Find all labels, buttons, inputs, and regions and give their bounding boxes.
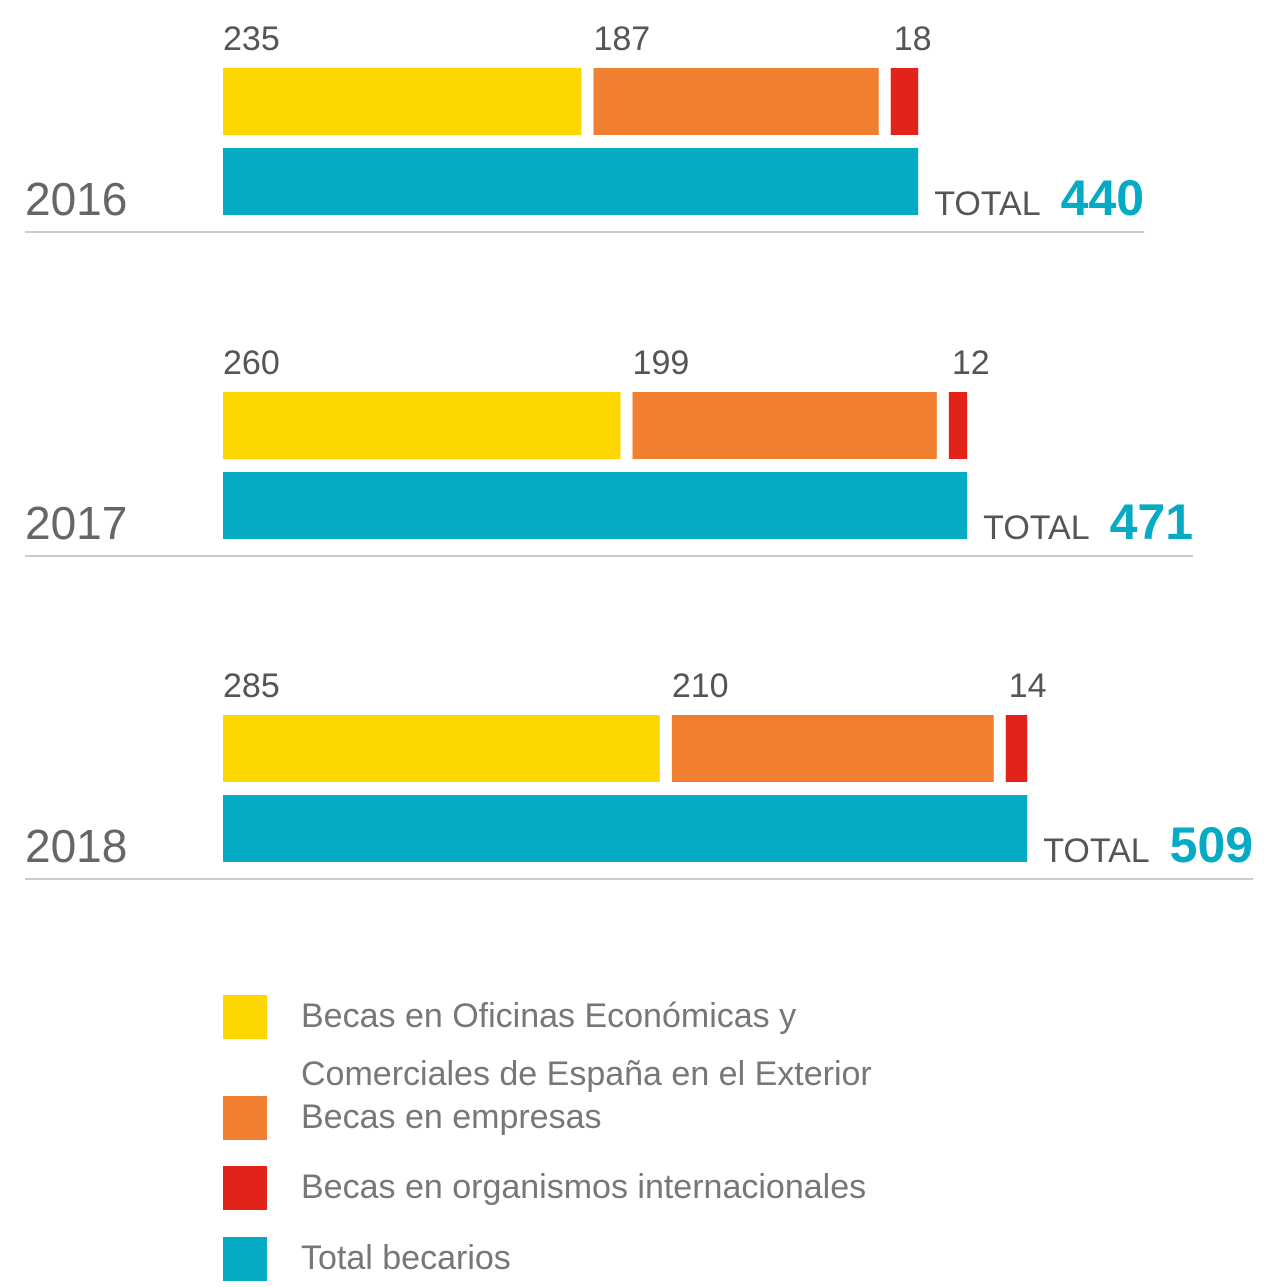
- legend-swatch: [223, 1237, 267, 1281]
- bar-segment: [671, 715, 994, 782]
- year-label: 2016: [25, 173, 127, 225]
- total-bar: [223, 148, 919, 215]
- bar-segment: [1005, 715, 1028, 782]
- value-label: 14: [1009, 667, 1047, 705]
- value-label: 285: [223, 667, 280, 705]
- value-label: 199: [633, 344, 690, 382]
- bar-segment: [632, 392, 937, 459]
- year-label: 2017: [25, 497, 127, 549]
- value-label: 12: [952, 344, 990, 382]
- value-label: 187: [593, 20, 650, 58]
- value-label: 235: [223, 20, 280, 58]
- bar-segment: [223, 392, 621, 459]
- value-label: 260: [223, 344, 280, 382]
- bar-segment: [593, 68, 879, 135]
- year-label: 2018: [25, 820, 127, 872]
- total-value: 509: [1170, 817, 1253, 873]
- bar-segment: [223, 68, 582, 135]
- legend-item: Becas en empresas: [223, 1096, 921, 1146]
- legend-label: Becas en Oficinas Económicas y Comercial…: [301, 997, 872, 1093]
- total-label: TOTAL: [983, 509, 1089, 547]
- value-label: 210: [672, 667, 729, 705]
- legend-label: Total becarios: [301, 1239, 511, 1277]
- value-label: 18: [894, 20, 932, 58]
- legend-item: Becas en Oficinas Económicas y Comercial…: [223, 995, 921, 1103]
- legend-swatch: [223, 995, 267, 1039]
- legend-item: Becas en organismos internacionales: [223, 1166, 921, 1216]
- total-value: 471: [1110, 494, 1193, 550]
- legend-swatch: [223, 1096, 267, 1140]
- total-bar: [223, 472, 968, 539]
- bar-segment: [948, 392, 968, 459]
- chart: 235 187 18 2016 TOTAL 440 260 199 12 2017 TOTAL 471…: [25, 20, 1254, 880]
- bar-segment: [890, 68, 919, 135]
- total-value: 440: [1061, 170, 1144, 226]
- total-label: TOTAL: [934, 185, 1040, 223]
- legend-swatch: [223, 1166, 267, 1210]
- bar-segment: [223, 715, 660, 782]
- total-bar: [223, 795, 1028, 862]
- total-label: TOTAL: [1043, 832, 1149, 870]
- legend-label: Becas en organismos internacionales: [301, 1168, 867, 1206]
- legend-label: Becas en empresas: [301, 1098, 602, 1136]
- legend-item: Total becarios: [223, 1237, 921, 1287]
